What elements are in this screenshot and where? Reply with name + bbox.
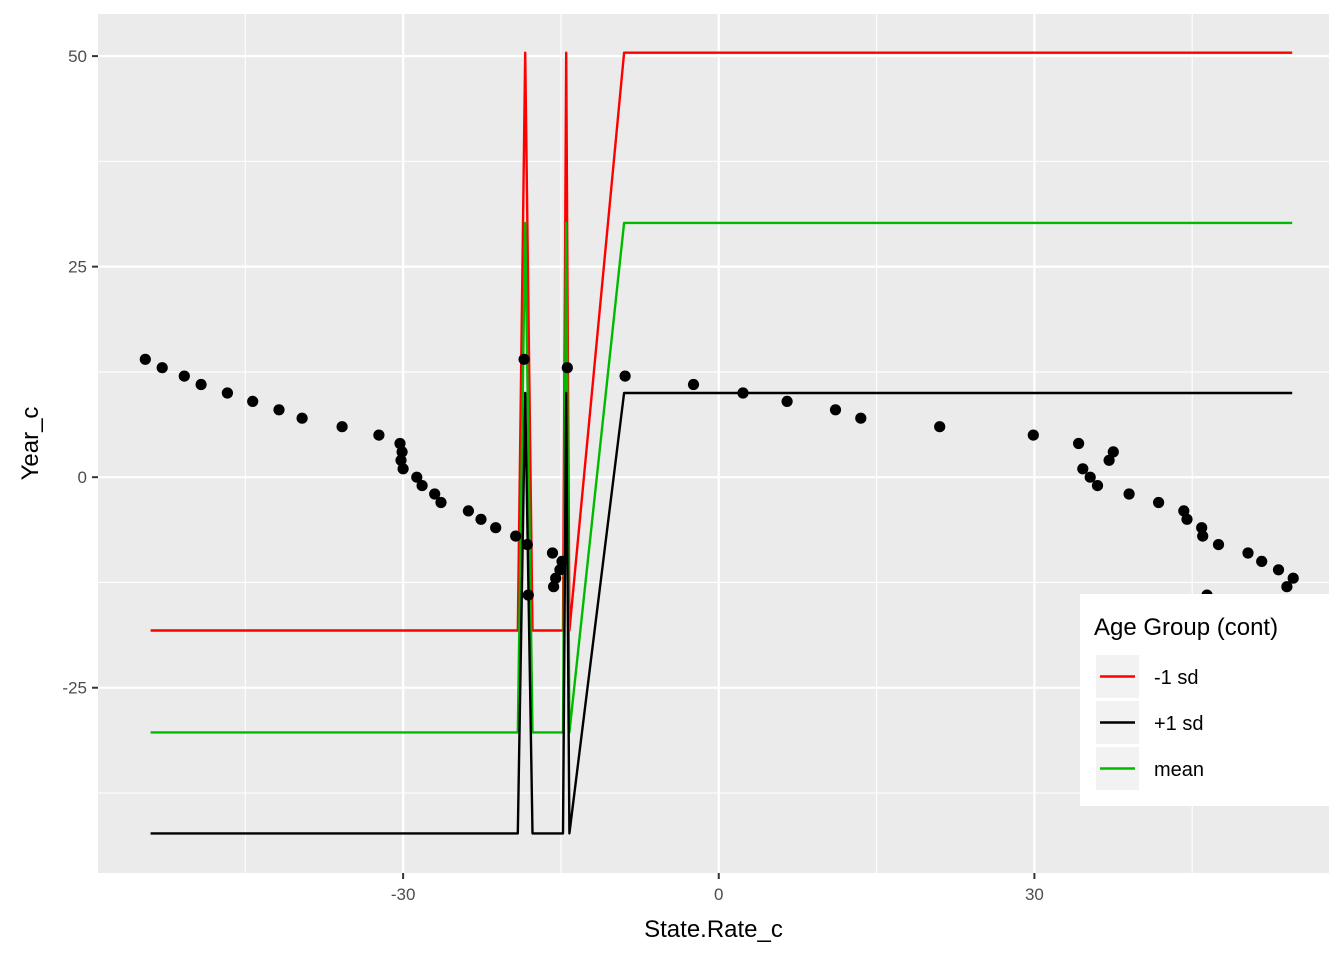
x-tick-label: 30	[1025, 885, 1044, 904]
scatter-point	[510, 530, 522, 542]
y-tick-label: -25	[62, 679, 87, 698]
scatter-point	[411, 471, 423, 483]
scatter-point	[396, 446, 408, 458]
scatter-point	[178, 370, 190, 382]
scatter-point	[737, 387, 749, 399]
scatter-point	[1287, 572, 1299, 584]
x-axis-ticks: -30 0 30	[391, 873, 1044, 904]
scatter-point	[1103, 454, 1115, 466]
legend-label: mean	[1154, 759, 1204, 781]
scatter-point	[518, 353, 530, 365]
scatter-point	[1181, 513, 1193, 525]
scatter-point	[156, 362, 168, 374]
y-tick-label: 50	[68, 47, 87, 66]
scatter-point	[1073, 437, 1085, 450]
legend-title: Age Group (cont)	[1094, 614, 1278, 641]
scatter-point	[1107, 446, 1119, 458]
y-tick-label: 25	[68, 258, 87, 277]
scatter-point	[554, 564, 566, 576]
x-axis-title: State.Rate_c	[644, 916, 783, 943]
scatter-point	[1197, 530, 1209, 542]
scatter-point	[546, 547, 559, 559]
scatter-point	[687, 378, 700, 391]
scatter-point	[429, 488, 441, 500]
scatter-point	[934, 421, 946, 433]
scatter-point	[397, 463, 409, 475]
scatter-point	[550, 572, 562, 584]
scatter-point	[273, 404, 285, 416]
scatter-point	[435, 496, 447, 509]
scatter-point	[195, 378, 207, 391]
scatter-point	[247, 395, 259, 407]
scatter-point	[1178, 505, 1190, 517]
scatter-point	[1153, 496, 1165, 509]
scatter-point	[829, 404, 842, 416]
scatter-point	[395, 454, 407, 466]
scatter-point	[561, 362, 573, 374]
legend-label: -1 sd	[1154, 667, 1198, 689]
scatter-point	[373, 429, 385, 441]
scatter-point	[221, 387, 233, 399]
scatter-point	[1084, 471, 1096, 483]
scatter-point	[548, 581, 560, 593]
legend: Age Group (cont) -1 sd +1 sd mean	[1080, 594, 1330, 806]
y-axis-ticks: -25 0 25 50	[62, 47, 98, 698]
series-layer	[150, 51, 1293, 835]
scatter-point	[556, 555, 568, 568]
scatter-point	[296, 412, 308, 424]
scatter-point	[1027, 429, 1039, 441]
scatter-point	[475, 513, 487, 525]
y-axis-title: Year_c	[17, 407, 44, 481]
scatter-point	[394, 437, 406, 450]
y-tick-label: 0	[78, 468, 87, 487]
scatter-point	[1281, 581, 1293, 593]
scatter-point	[1256, 555, 1268, 568]
scatter-point	[1091, 480, 1104, 492]
scatter-point	[139, 353, 151, 365]
scatter-point	[522, 589, 534, 601]
x-tick-label: -30	[391, 885, 416, 904]
scatter-point	[336, 421, 348, 433]
scatter-point	[462, 505, 474, 517]
scatter-point	[521, 539, 533, 551]
x-tick-label: 0	[714, 885, 723, 904]
points-layer	[139, 353, 1299, 601]
grid-minor	[98, 14, 1329, 873]
series-line	[150, 391, 1293, 835]
scatter-point	[1196, 522, 1208, 534]
scatter-point	[855, 412, 867, 424]
scatter-point	[781, 395, 793, 407]
legend-entries: -1 sd +1 sd mean	[1096, 655, 1204, 790]
scatter-point	[1123, 488, 1135, 500]
scatter-point	[490, 522, 502, 534]
scatter-point	[1212, 539, 1225, 551]
legend-label: +1 sd	[1154, 713, 1203, 735]
scatter-point	[1242, 547, 1254, 559]
scatter-point	[416, 480, 428, 492]
scatter-point	[1272, 564, 1285, 576]
scatter-point	[619, 370, 631, 382]
scatter-point	[1077, 463, 1089, 475]
